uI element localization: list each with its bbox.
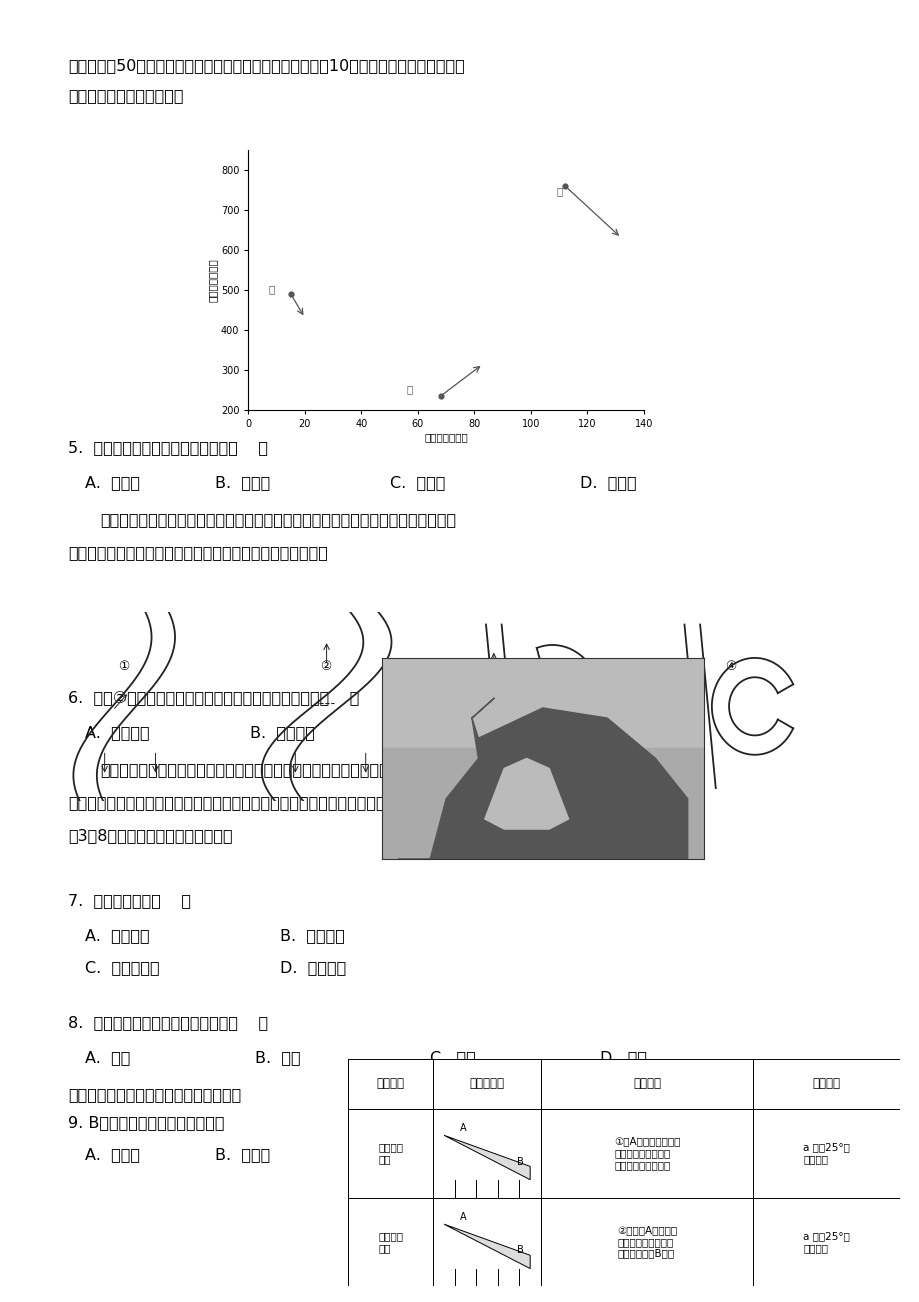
Polygon shape	[484, 758, 568, 829]
Bar	[381, 658, 703, 749]
Text: D.  风力侵蚀: D. 风力侵蚀	[589, 725, 655, 740]
Text: ②在斜面A顶端用长
嘴水壶倒水，使水流
呈线状，直到B面有: ②在斜面A顶端用长 嘴水壶倒水，使水流 呈线状，直到B面有	[617, 1225, 676, 1259]
Bar	[540, 1198, 753, 1286]
Text: ③: ③	[523, 660, 534, 673]
Bar	[433, 1059, 540, 1109]
Bar	[347, 1059, 433, 1109]
Text: 成的天然拱门，透过大门，游人可以看到海天一色的壮观景色（如图），但该景观已于2017: 成的天然拱门，透过大门，游人可以看到海天一色的壮观景色（如图），但该景观已于20…	[68, 796, 474, 810]
Text: 5.  三个测点从下游到上游的排序是（    ）: 5. 三个测点从下游到上游的排序是（ ）	[68, 440, 267, 454]
Text: a 调至25°缓
缓倒水。: a 调至25°缓 缓倒水。	[802, 1142, 849, 1164]
Text: A: A	[460, 1212, 466, 1221]
Text: 6.  导致②阶段虚线处河道最终相连通的主要外力作用是（    ）: 6. 导致②阶段虚线处河道最终相连通的主要外力作用是（ ）	[68, 690, 359, 704]
Text: B.  流水搬运: B. 流水搬运	[250, 725, 314, 740]
Text: C.  冰川: C. 冰川	[429, 1049, 475, 1065]
Polygon shape	[398, 698, 686, 859]
Text: a 调至25°快
速倒水。: a 调至25°快 速倒水。	[802, 1232, 849, 1253]
Bar	[347, 1109, 433, 1198]
Text: （河段长约50公里）测量的河床平均海拔和平均宽度在过去10万年间的变化图，箭头表示: （河段长约50公里）测量的河床平均海拔和平均宽度在过去10万年间的变化图，箭头表…	[68, 59, 464, 73]
Text: 8.  造成蓝窗景观坍塌的主要动力是（    ）: 8. 造成蓝窗景观坍塌的主要动力是（ ）	[68, 1016, 267, 1030]
Text: B.  海积地貌: B. 海积地貌	[279, 928, 345, 943]
Bar	[381, 749, 703, 859]
Text: B.  第二组: B. 第二组	[215, 1147, 270, 1161]
Text: 丙: 丙	[556, 186, 562, 195]
Text: C.  喀斯特地貌: C. 喀斯特地貌	[85, 960, 160, 975]
Text: 实验组别: 实验组别	[376, 1077, 404, 1090]
Bar	[753, 1059, 899, 1109]
Text: C.  丙甲乙: C. 丙甲乙	[390, 475, 445, 490]
Text: A.  海蚀地貌: A. 海蚀地貌	[85, 928, 150, 943]
X-axis label: 河床宽度（米）: 河床宽度（米）	[424, 432, 468, 441]
Text: 不同操作: 不同操作	[811, 1077, 840, 1090]
Bar	[540, 1109, 753, 1198]
Text: ①: ①	[119, 660, 130, 673]
Text: 年3月8日上午坍塌。完成下面小题。: 年3月8日上午坍塌。完成下面小题。	[68, 828, 233, 842]
Text: 9. B面堆积物中颗粒最细的实验是: 9. B面堆积物中颗粒最细的实验是	[68, 1115, 224, 1130]
Text: A.  流水侵蚀: A. 流水侵蚀	[85, 725, 150, 740]
Text: D.  流水: D. 流水	[599, 1049, 646, 1065]
Y-axis label: 河床海拔（米）: 河床海拔（米）	[208, 258, 218, 302]
Text: ④: ④	[724, 660, 736, 673]
Text: D.  甲丙乙: D. 甲丙乙	[579, 475, 636, 490]
Text: 第二组实
验。: 第二组实 验。	[378, 1232, 403, 1253]
Bar	[347, 1198, 433, 1286]
Text: 下表为某实验操作流程。完成下面小题。: 下表为某实验操作流程。完成下面小题。	[68, 1087, 241, 1101]
Polygon shape	[444, 1224, 529, 1268]
Text: B.  波浪: B. 波浪	[255, 1049, 301, 1065]
Text: A.  第一组: A. 第一组	[85, 1147, 140, 1161]
Bar	[433, 1198, 540, 1286]
Text: A: A	[460, 1122, 466, 1133]
Text: B.  乙甲丙: B. 乙甲丙	[215, 475, 270, 490]
Polygon shape	[444, 1135, 529, 1180]
Text: ①在A面（不光滑面）
铺上一层颗粒粗细不
均、较厚的土壤层；: ①在A面（不光滑面） 铺上一层颗粒粗细不 均、较厚的土壤层；	[613, 1137, 680, 1169]
Bar	[753, 1109, 899, 1198]
Text: D.  风沙地貌: D. 风沙地貌	[279, 960, 346, 975]
Text: ②: ②	[320, 660, 331, 673]
Text: C.  流水沉积: C. 流水沉积	[414, 725, 480, 740]
Text: 乙: 乙	[406, 384, 413, 395]
Bar	[753, 1198, 899, 1286]
Text: 7.  蓝窗景观属于（    ）: 7. 蓝窗景观属于（ ）	[68, 893, 191, 907]
Bar	[433, 1109, 540, 1198]
Text: 相同操作: 相同操作	[632, 1077, 661, 1090]
Text: 实验示意图: 实验示意图	[469, 1077, 505, 1090]
Text: B: B	[516, 1156, 524, 1167]
Text: 甲: 甲	[268, 284, 274, 294]
Text: 牛轭湖又称河迹湖，是由于河流的变迁或改道，曲形河道自行截弯取直后留下的旧河: 牛轭湖又称河迹湖，是由于河流的变迁或改道，曲形河道自行截弯取直后留下的旧河	[100, 512, 456, 527]
Text: 变化方向。完成下面小题。: 变化方向。完成下面小题。	[68, 89, 183, 103]
Text: A.  潮汐: A. 潮汐	[85, 1049, 130, 1065]
Text: 道形成的湖泊，下图示意牛轭湖的形成过程。完成下面小题。: 道形成的湖泊，下图示意牛轭湖的形成过程。完成下面小题。	[68, 546, 327, 560]
Text: B: B	[516, 1246, 524, 1255]
Text: 第一组实
验。: 第一组实 验。	[378, 1142, 403, 1164]
Bar	[540, 1059, 753, 1109]
Text: 蓝窗曾经是地中海岛国马耳他的著名景点，位于一个悬崖的尽头，是一个由石灰岩形: 蓝窗曾经是地中海岛国马耳他的著名景点，位于一个悬崖的尽头，是一个由石灰岩形	[100, 762, 456, 777]
Text: A.  甲乙丙: A. 甲乙丙	[85, 475, 140, 490]
